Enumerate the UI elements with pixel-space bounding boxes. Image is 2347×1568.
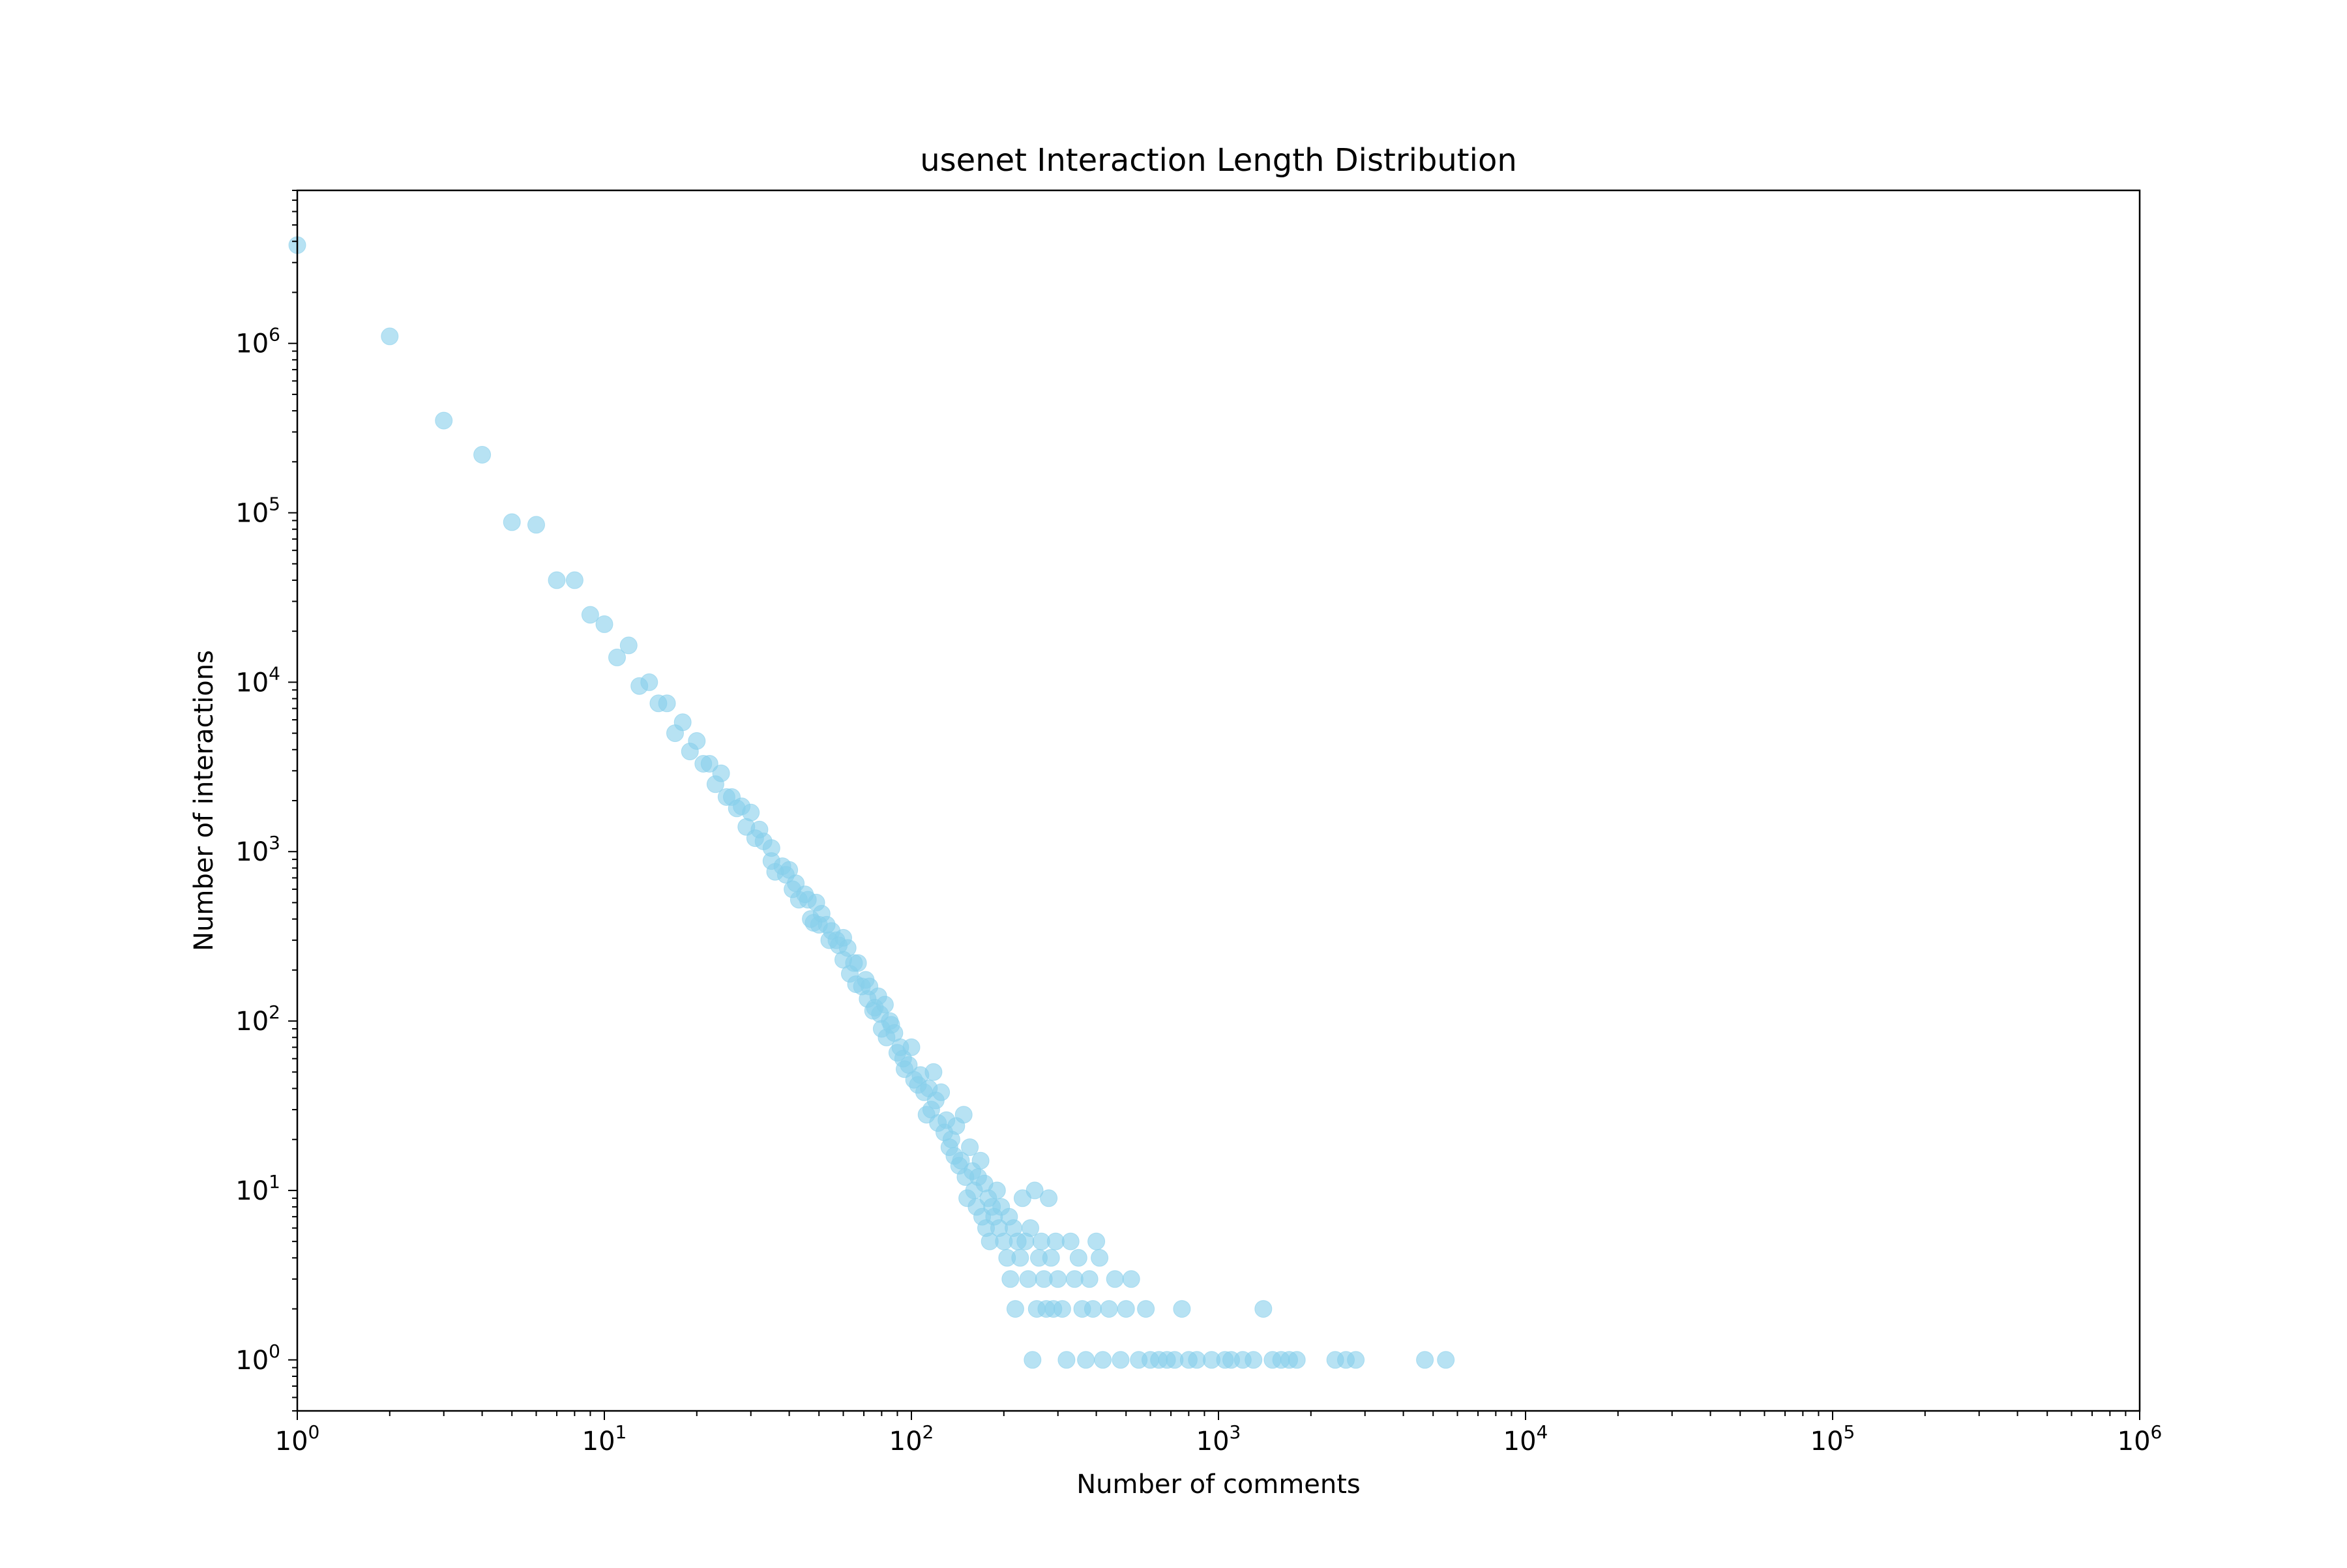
- data-point: [1254, 1300, 1273, 1318]
- data-point: [1053, 1300, 1071, 1318]
- data-point: [619, 636, 638, 655]
- y-tick-label: 104: [235, 662, 280, 698]
- data-point: [1022, 1219, 1039, 1237]
- data-point: [1117, 1300, 1135, 1318]
- data-points: [288, 236, 1455, 1369]
- y-tick-label: 102: [235, 1001, 280, 1037]
- data-point: [1065, 1270, 1084, 1288]
- x-tick-label: 104: [1503, 1421, 1548, 1457]
- x-tick-label: 102: [889, 1421, 934, 1457]
- data-point: [1245, 1351, 1263, 1369]
- data-point: [1100, 1300, 1118, 1318]
- data-point: [503, 513, 521, 531]
- x-axis-label: Number of comments: [1076, 1470, 1361, 1500]
- data-point: [1069, 1249, 1087, 1267]
- y-tick-label: 106: [235, 324, 280, 359]
- plot-frame: [296, 189, 2141, 1412]
- data-point: [1087, 1232, 1106, 1250]
- data-point: [849, 954, 867, 972]
- data-point: [932, 1083, 951, 1101]
- data-point: [1011, 1249, 1029, 1267]
- data-point: [902, 1038, 921, 1056]
- data-point: [1084, 1300, 1102, 1318]
- data-point: [712, 764, 730, 782]
- data-point: [700, 755, 718, 773]
- data-point: [1347, 1351, 1365, 1369]
- data-point: [1106, 1270, 1124, 1288]
- data-point: [876, 996, 894, 1014]
- data-point: [1006, 1300, 1024, 1318]
- x-tick-label: 106: [2118, 1421, 2162, 1457]
- data-point: [1094, 1351, 1112, 1369]
- data-point: [640, 673, 658, 691]
- data-point: [1019, 1270, 1037, 1288]
- data-point: [954, 1106, 973, 1124]
- data-point: [565, 571, 583, 589]
- data-point: [742, 803, 760, 821]
- data-point: [381, 327, 399, 346]
- data-point: [1188, 1351, 1206, 1369]
- data-point: [971, 1151, 990, 1170]
- x-tick-label: 100: [275, 1421, 320, 1457]
- data-point: [473, 446, 492, 464]
- data-point: [1288, 1351, 1306, 1369]
- data-point: [595, 615, 613, 633]
- y-tick-label: 103: [235, 832, 280, 867]
- data-point: [1091, 1249, 1109, 1267]
- data-point: [581, 606, 599, 624]
- chart-title: usenet Interaction Length Distribution: [920, 142, 1517, 179]
- y-tick-label: 101: [235, 1171, 280, 1206]
- data-point: [1057, 1351, 1076, 1369]
- data-point: [1437, 1351, 1455, 1369]
- x-tick-label: 101: [582, 1421, 627, 1457]
- data-point: [952, 1151, 970, 1170]
- data-point: [1122, 1270, 1140, 1288]
- data-point: [1173, 1300, 1191, 1318]
- x-tick-label: 105: [1810, 1421, 1855, 1457]
- data-point: [673, 713, 692, 732]
- data-point: [1080, 1270, 1099, 1288]
- x-tick-label: 103: [1196, 1421, 1241, 1457]
- data-point: [1046, 1232, 1065, 1250]
- data-point: [1026, 1181, 1044, 1200]
- data-point: [961, 1138, 979, 1157]
- y-tick-label: 100: [235, 1340, 280, 1376]
- data-point: [548, 571, 566, 589]
- data-point: [988, 1181, 1006, 1200]
- data-point: [1061, 1232, 1080, 1250]
- data-point: [435, 411, 453, 430]
- data-point: [1042, 1249, 1060, 1267]
- data-point: [1112, 1351, 1130, 1369]
- y-axis-label: Number of interactions: [189, 650, 219, 951]
- axis-ticks: 100 101 102 103 104 105 106 100 101 102 103 104 105 1…: [235, 190, 2162, 1457]
- y-tick-label: 105: [235, 494, 280, 529]
- data-point: [688, 732, 706, 750]
- data-point: [1416, 1351, 1434, 1369]
- data-point: [1049, 1270, 1067, 1288]
- data-point: [1077, 1351, 1095, 1369]
- data-point: [1024, 1351, 1042, 1369]
- data-point: [924, 1063, 943, 1081]
- data-point: [527, 516, 545, 534]
- data-point: [658, 694, 676, 713]
- data-point: [1001, 1270, 1020, 1288]
- data-point: [608, 648, 626, 666]
- data-point: [1040, 1189, 1058, 1207]
- data-point: [1137, 1300, 1155, 1318]
- data-point: [838, 939, 857, 957]
